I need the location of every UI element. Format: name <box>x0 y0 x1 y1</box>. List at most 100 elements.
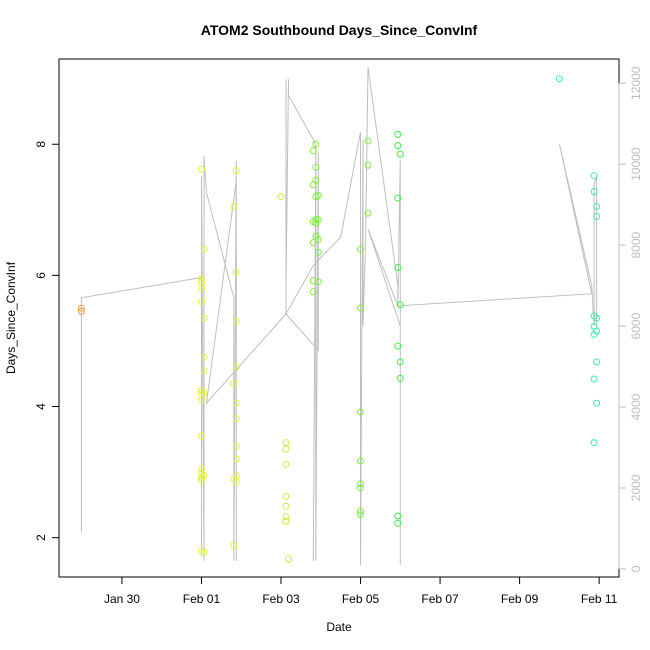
chart-title: ATOM2 Southbound Days_Since_ConvInf <box>201 22 478 38</box>
data-point <box>396 374 404 382</box>
data-point <box>282 502 290 510</box>
data-point <box>357 457 364 465</box>
y-right-tick-label: 12000 <box>629 66 643 100</box>
y-right-tick-label: 6000 <box>629 312 643 339</box>
data-point <box>200 245 208 253</box>
y-right-tick-label: 10000 <box>629 147 643 181</box>
data-point <box>200 548 208 556</box>
data-point <box>357 408 364 416</box>
data-point <box>77 304 85 312</box>
data-point <box>230 380 238 388</box>
y-axis-right: 0 2000 4000 6000 8000 10000 12000 <box>618 66 643 572</box>
data-point <box>198 465 205 473</box>
x-tick-label: Feb 05 <box>342 592 380 606</box>
data-point <box>396 301 404 309</box>
y-right-tick-label: 0 <box>629 565 643 572</box>
data-point <box>232 317 240 325</box>
data-point <box>282 460 290 468</box>
data-point <box>198 165 205 173</box>
data-point <box>198 278 205 286</box>
y-axis-label: Days_Since_ConvInf <box>4 261 18 374</box>
data-point <box>357 507 364 515</box>
data-point <box>198 275 205 283</box>
right-axis-line-series <box>80 67 598 565</box>
y-tick-label: 2 <box>34 534 48 541</box>
plot-frame <box>58 58 620 578</box>
data-point <box>309 147 317 155</box>
data-point <box>364 137 372 145</box>
data-point <box>200 389 208 397</box>
data-point <box>590 439 598 447</box>
data-point <box>282 517 290 525</box>
data-point <box>396 150 404 158</box>
data-point <box>314 216 322 224</box>
data-point <box>232 363 240 371</box>
data-point <box>364 209 372 217</box>
data-point <box>394 264 402 271</box>
x-axis-label: Date <box>326 620 352 634</box>
x-tick-label: Feb 11 <box>581 592 618 606</box>
data-point <box>593 327 601 335</box>
data-point <box>232 268 240 276</box>
data-point <box>200 314 208 322</box>
data-point <box>357 304 364 312</box>
data-point <box>357 245 364 253</box>
x-tick-label: Feb 07 <box>421 592 459 606</box>
data-point <box>394 342 402 350</box>
x-tick-label: Feb 01 <box>183 592 221 606</box>
data-point <box>593 212 601 220</box>
data-point <box>232 478 240 486</box>
data-point <box>593 314 601 322</box>
data-point <box>282 445 290 453</box>
data-point <box>312 163 320 171</box>
data-point <box>314 248 322 256</box>
y-right-tick-label: 8000 <box>629 231 643 258</box>
data-point <box>232 455 240 463</box>
data-point <box>198 389 205 397</box>
data-point <box>394 512 402 520</box>
data-point <box>198 432 205 440</box>
data-point <box>232 442 240 450</box>
y-tick-label: 4 <box>34 403 48 410</box>
data-point <box>312 216 320 224</box>
data-point <box>198 298 205 306</box>
data-point <box>198 396 205 404</box>
data-point <box>309 239 317 247</box>
data-point <box>394 142 402 150</box>
data-point <box>198 285 205 292</box>
data-point <box>314 278 322 286</box>
data-point <box>555 75 563 83</box>
right-axis-series-line <box>80 67 598 565</box>
data-point <box>396 358 404 366</box>
y-axis-left: 2 4 6 8 <box>34 141 59 541</box>
x-tick-label: Feb 09 <box>501 592 539 606</box>
data-point <box>312 176 320 184</box>
data-point <box>282 492 290 500</box>
y-right-tick-label: 2000 <box>629 474 643 501</box>
data-point <box>282 513 290 521</box>
data-point <box>314 235 322 243</box>
data-point <box>309 288 317 296</box>
data-point <box>314 191 322 199</box>
data-point <box>232 399 240 407</box>
y-right-tick-label: 4000 <box>629 393 643 420</box>
y-tick-label: 8 <box>34 141 48 148</box>
data-point <box>200 353 208 361</box>
x-tick-label: Feb 03 <box>262 592 300 606</box>
data-point <box>593 399 601 407</box>
data-point <box>230 203 238 210</box>
scatter-points <box>77 75 601 563</box>
data-point <box>357 484 364 492</box>
data-point <box>590 375 598 383</box>
data-point <box>593 358 601 366</box>
data-point <box>230 542 238 549</box>
y-tick-label: 6 <box>34 272 48 279</box>
data-point <box>590 188 598 195</box>
x-tick-label: Jan 30 <box>104 592 140 606</box>
data-point <box>200 367 208 374</box>
data-point <box>282 439 290 447</box>
data-point <box>232 167 240 174</box>
data-point <box>357 511 364 519</box>
data-point <box>357 480 364 488</box>
